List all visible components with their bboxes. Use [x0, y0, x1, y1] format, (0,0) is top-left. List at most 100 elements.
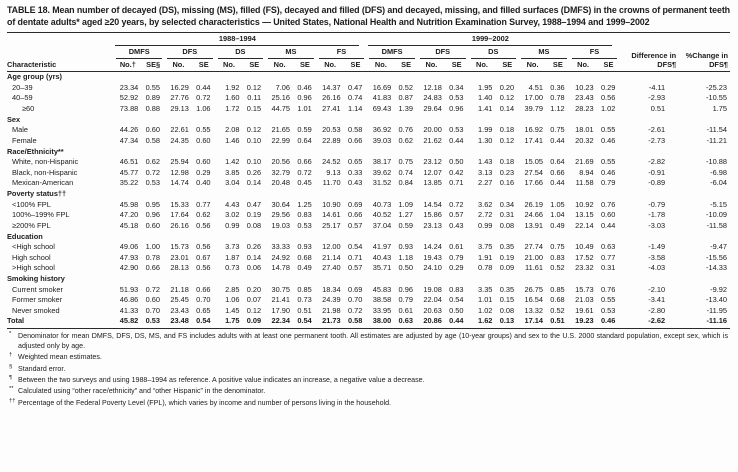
value-cell: 26.16 — [322, 93, 341, 103]
value-cell: 0.23 — [499, 167, 515, 177]
value-cell: 17.90 — [271, 305, 291, 315]
value-cell: 47.20 — [119, 210, 139, 220]
footnote-text: Percentage of the Federal Poverty Level … — [18, 398, 392, 407]
section-label: Age group (yrs) — [7, 72, 63, 82]
value-cell: 1.95 — [478, 82, 493, 92]
value-cell: 25.16 — [271, 93, 291, 103]
footnote-marker: † — [9, 352, 13, 359]
row-label: Male — [12, 125, 29, 135]
value-cell: 1.30 — [478, 135, 493, 145]
value-cell: 24.35 — [170, 135, 189, 145]
value-cell: 12.18 — [423, 82, 442, 92]
value-cell: 1.01 — [297, 103, 312, 113]
value-cell: 1.14 — [347, 103, 363, 113]
value-cell: 0.63 — [600, 242, 616, 252]
row-label: High school — [12, 252, 51, 262]
table-row: Female 47.34 0.58 24.35 0.60 1.46 0.10 22.99 0.6… — [7, 136, 730, 147]
section-label: Sex — [7, 114, 21, 124]
value-cell: -10.09 — [706, 210, 727, 220]
value-cell: 0.93 — [398, 242, 413, 252]
value-cell: 51.93 — [119, 284, 139, 294]
value-cell: 0.78 — [478, 263, 493, 273]
value-cell: 0.47 — [246, 199, 262, 209]
column-subheader: SE — [548, 60, 570, 72]
value-cell: 0.56 — [196, 263, 211, 273]
value-cell: 0.44 — [196, 82, 211, 92]
footnote-marker: ** — [9, 386, 14, 393]
value-cell: 37.04 — [372, 220, 392, 230]
footnote-text: Standard error. — [18, 364, 66, 373]
value-cell: 0.55 — [196, 125, 211, 135]
value-cell: 21.65 — [271, 125, 291, 135]
value-cell: 1.27 — [398, 210, 413, 220]
value-cell: -11.16 — [678, 316, 730, 330]
value-cell: 0.53 — [600, 305, 616, 315]
value-cell: 0.26 — [246, 242, 262, 252]
value-cell: 0.66 — [297, 157, 312, 167]
value-cell: 0.44 — [449, 135, 464, 145]
value-cell: 0.62 — [196, 210, 211, 220]
column-subheader: SE — [244, 60, 267, 72]
value-cell: -2.93 — [648, 93, 666, 103]
measure-header-dfs: DFS — [418, 47, 469, 60]
value-cell: 0.60 — [145, 125, 160, 135]
table-row: 40–59 52.92 0.89 27.76 0.72 1.60 0.11 25.16 0.96… — [7, 93, 730, 104]
value-cell: 0.49 — [550, 220, 565, 230]
value-cell: 0.76 — [600, 199, 616, 209]
value-cell: 0.68 — [297, 252, 312, 262]
value-cell: 0.54 — [347, 242, 363, 252]
row-label: White, non-Hispanic — [12, 157, 79, 167]
value-cell: 0.16 — [499, 178, 515, 188]
value-cell: 30.64 — [271, 199, 291, 209]
value-cell: 45.83 — [372, 284, 392, 294]
value-cell: 0.56 — [196, 242, 211, 252]
value-cell: 0.59 — [297, 125, 312, 135]
column-subheader: No. — [519, 60, 548, 72]
value-cell: 0.78 — [145, 252, 160, 262]
period-header-row: 1988–1994 1999–2002 — [7, 34, 730, 48]
table-row: ≥200% FPL 45.18 0.60 26.16 0.56 0.99 0.08 19.03… — [7, 221, 730, 232]
value-cell: 2.08 — [225, 125, 240, 135]
value-cell: 0.44 — [550, 178, 565, 188]
value-cell: 19.43 — [423, 252, 442, 262]
value-cell: 0.20 — [499, 82, 515, 92]
value-cell: 0.79 — [398, 295, 413, 305]
value-cell: 1.75 — [712, 103, 727, 113]
row-label: Black, non-Hispanic — [12, 167, 78, 177]
measure-header-dmfs: DMFS — [367, 47, 418, 60]
value-cell: 0.83 — [297, 210, 312, 220]
value-cell: 0.35 — [499, 284, 515, 294]
footnote: †† Percentage of the Federal Poverty Leve… — [7, 398, 730, 408]
value-cell: 24.39 — [322, 295, 341, 305]
value-cell: 24.83 — [423, 93, 442, 103]
value-cell: 3.13 — [478, 167, 493, 177]
footnote: § Standard error. — [7, 364, 730, 374]
value-cell: 24.52 — [322, 157, 341, 167]
value-cell: 26.75 — [524, 284, 544, 294]
value-cell: 0.40 — [196, 178, 211, 188]
value-cell: 17.64 — [170, 210, 189, 220]
value-cell: 0.54 — [449, 295, 464, 305]
value-cell: 0.76 — [600, 284, 616, 294]
value-cell: 0.46 — [297, 82, 312, 92]
value-cell: 0.29 — [196, 167, 211, 177]
value-cell: 0.55 — [145, 82, 160, 92]
table-row: Mexican-American 35.22 0.53 14.74 0.40 3.04 0.… — [7, 178, 730, 189]
value-cell: 27.54 — [524, 167, 544, 177]
value-cell: 28.13 — [170, 263, 189, 273]
value-cell: 21.03 — [575, 295, 594, 305]
value-cell: 1.99 — [478, 125, 493, 135]
value-cell: 1.72 — [225, 103, 240, 113]
value-cell: 41.33 — [119, 305, 139, 315]
value-cell: 0.09 — [244, 316, 267, 330]
value-cell: 1.45 — [225, 305, 240, 315]
measure-header-ms: MS — [266, 47, 317, 60]
value-cell: 0.96 — [297, 93, 312, 103]
section-header-row: Race/Ethnicity** — [7, 146, 730, 157]
value-cell: -2.62 — [620, 316, 679, 330]
value-cell: -3.03 — [648, 220, 666, 230]
value-cell: 27.40 — [322, 263, 341, 273]
value-cell: 0.51 — [548, 316, 570, 330]
value-cell: 46.86 — [119, 295, 139, 305]
row-label: 100%–199% FPL — [12, 210, 70, 220]
